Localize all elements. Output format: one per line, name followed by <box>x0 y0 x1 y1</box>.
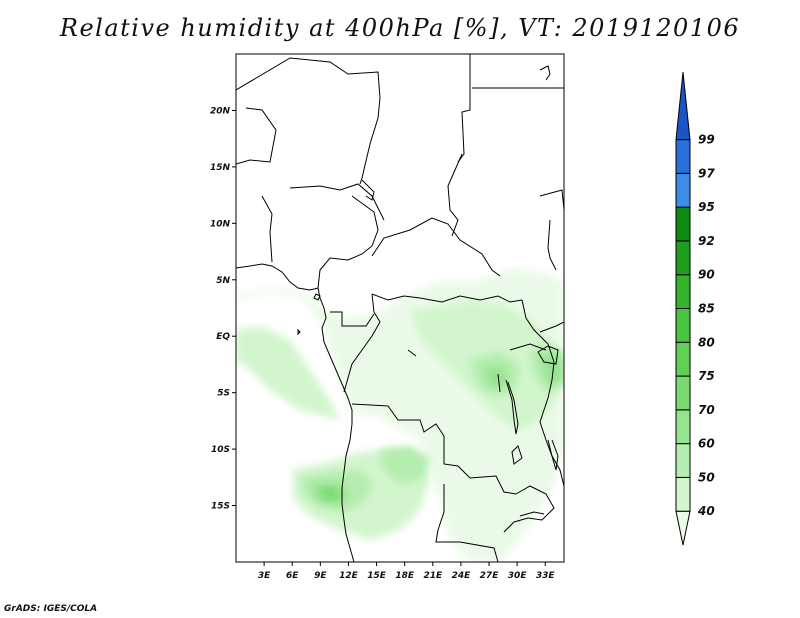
lat-tick-label: 10N <box>210 219 231 229</box>
lake-mweru <box>511 445 523 465</box>
border-chad-sudan <box>447 153 463 237</box>
colorbar-swatch <box>675 341 691 377</box>
colorbar-swatch <box>675 206 691 242</box>
lon-tick-label: 12E <box>339 571 359 581</box>
river-mark-2 <box>407 349 417 357</box>
lon-tick-label: 6E <box>286 571 299 581</box>
humidity-region <box>320 488 340 500</box>
island-sao-tome <box>297 328 301 336</box>
longitude-axis: 3E 6E 9E 12E 15E 18E 21E 24E 27E 30E 33E <box>258 562 556 581</box>
lake-chad <box>361 179 375 201</box>
humidity-region <box>540 354 564 384</box>
colorbar-level-label: 60 <box>698 437 715 451</box>
border-congo-drc <box>343 293 381 393</box>
country-borders <box>236 54 564 562</box>
lat-tick-label: 20N <box>210 106 231 116</box>
colorbar-swatch <box>675 172 691 208</box>
border-sahara <box>236 57 381 185</box>
border-angola-zambia <box>435 484 499 562</box>
colorbar-swatch <box>675 476 691 512</box>
colorbar-level-label: 99 <box>698 133 715 147</box>
colorbar-swatch <box>675 375 691 411</box>
lake-malawi <box>547 439 559 471</box>
border-car-drc <box>371 293 523 303</box>
colorbar-level-label: 50 <box>698 470 715 484</box>
colorbar-swatch <box>675 139 691 174</box>
lon-tick-label: 30E <box>508 571 528 581</box>
border-zambia-mozambique <box>503 485 555 533</box>
coastline <box>236 263 355 562</box>
colorbar-level-label: 85 <box>698 302 715 316</box>
humidity-region <box>236 326 340 420</box>
colorbar-swatch <box>675 308 691 343</box>
lon-tick-label: 21E <box>423 571 443 581</box>
border-niger-chad <box>289 183 385 221</box>
border-east-africa <box>521 299 564 487</box>
colorbar-level-label: 92 <box>698 234 715 248</box>
lake-victoria <box>537 345 559 365</box>
colorbar-swatch <box>675 443 691 478</box>
colorbar-swatch <box>675 510 691 546</box>
lon-tick-label: 9E <box>314 571 327 581</box>
border-uganda-kenya <box>509 321 564 351</box>
lon-tick-label: 15E <box>367 571 387 581</box>
lon-tick-label: 27E <box>480 571 500 581</box>
colorbar-level-label: 97 <box>698 166 715 180</box>
colorbar-swatch <box>675 409 691 445</box>
sinai <box>539 65 551 81</box>
lat-tick-label: 15N <box>210 163 231 173</box>
humidity-region <box>484 366 508 388</box>
colorbar-swatch <box>675 71 691 141</box>
colorbar-level-label: 40 <box>697 504 715 518</box>
border-libya-egypt <box>457 54 471 163</box>
footer-credit: GrADS: IGES/COLA <box>4 604 98 614</box>
border-niger-nigeria <box>236 107 277 165</box>
river-mark-1 <box>497 373 501 393</box>
lat-tick-label: 5S <box>217 389 230 399</box>
border-drc-angola <box>351 403 517 495</box>
lon-tick-label: 24E <box>452 571 472 581</box>
colorbar-swatch <box>675 240 691 276</box>
lat-tick-label: 15S <box>211 502 230 512</box>
colorbar-swatch <box>675 274 691 310</box>
island-bioko <box>313 293 321 301</box>
lat-tick-label: 10S <box>211 445 230 455</box>
border-nigeria-cameroon <box>317 195 379 289</box>
border-sudan-east <box>539 189 564 271</box>
border-benin <box>261 195 273 263</box>
colorbar-level-label: 95 <box>698 200 715 214</box>
border-chad-car <box>371 217 501 277</box>
lake-kariba <box>519 511 545 517</box>
humidity-region <box>380 446 430 484</box>
latitude-axis: 20N 15N 10N 5N EQ 5S 10S 15S <box>210 106 236 512</box>
lake-tanganyika <box>505 379 519 435</box>
colorbar-level-label: 70 <box>698 403 715 417</box>
lon-tick-label: 3E <box>258 571 271 581</box>
map-title: Relative humidity at 400hPa [%], VT: 201… <box>59 14 741 42</box>
colorbar-level-label: 90 <box>698 268 715 282</box>
lat-tick-label: EQ <box>216 332 230 342</box>
colorbar-level-label: 75 <box>698 369 715 383</box>
lon-tick-label: 33E <box>536 571 556 581</box>
border-cameroon-gabon <box>330 311 375 327</box>
map-frame <box>235 53 565 563</box>
lat-tick-label: 5N <box>216 276 230 286</box>
colorbar-level-label: 80 <box>698 335 715 349</box>
humidity-field <box>236 268 564 562</box>
colorbar-legend: 40 50 60 70 75 80 85 90 92 95 97 99 <box>675 71 715 546</box>
lon-tick-label: 18E <box>395 571 415 581</box>
